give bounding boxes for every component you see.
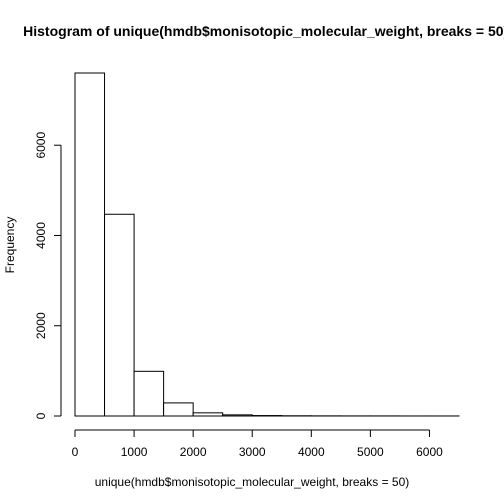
y-tick-label-0: 0 <box>34 412 48 419</box>
chart-title: Histogram of unique(hmdb$monisotopic_mol… <box>23 23 504 39</box>
x-tick-label-6: 6000 <box>416 445 443 459</box>
histogram-bar-1 <box>104 213 135 417</box>
y-axis: 0 2000 4000 6000 <box>34 132 62 419</box>
x-tick-label-1: 1000 <box>121 445 148 459</box>
x-tick-label-5: 5000 <box>357 445 384 459</box>
y-tick-label-3: 6000 <box>34 132 48 159</box>
x-tick-label-0: 0 <box>72 445 79 459</box>
y-tick-label-2: 4000 <box>34 222 48 249</box>
histogram-bar-3 <box>163 402 194 417</box>
histogram-bar-0 <box>74 72 106 417</box>
x-tick-label-3: 3000 <box>239 445 266 459</box>
histogram-bar-5 <box>222 414 253 417</box>
x-tick-label-4: 4000 <box>298 445 325 459</box>
histogram-bar-2 <box>133 370 165 417</box>
x-axis-label: unique(hmdb$monisotopic_molecular_weight… <box>95 475 410 489</box>
x-tick-label-2: 2000 <box>180 445 207 459</box>
x-axis: 0 1000 2000 3000 4000 5000 6000 <box>72 429 443 459</box>
histogram-bar-4 <box>192 412 224 417</box>
y-axis-label: Frequency <box>3 217 17 274</box>
y-tick-label-1: 2000 <box>34 312 48 339</box>
histogram-bars <box>74 72 460 417</box>
